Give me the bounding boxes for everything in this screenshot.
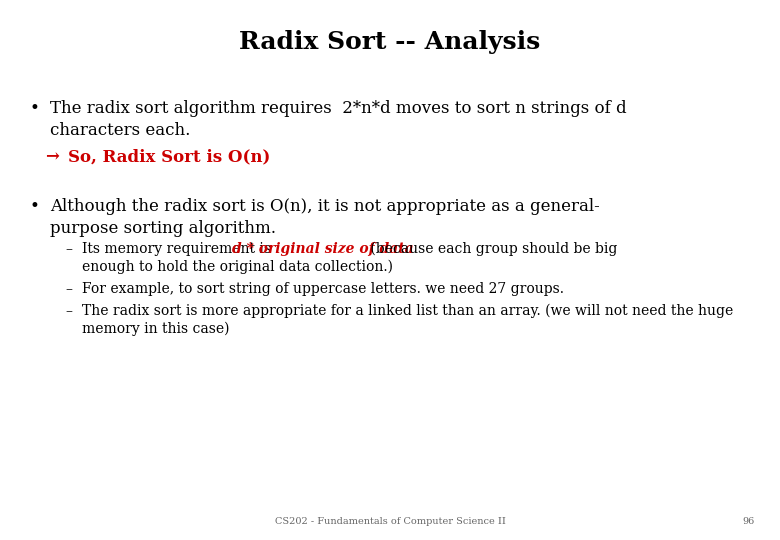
Text: CS202 - Fundamentals of Computer Science II: CS202 - Fundamentals of Computer Science…	[275, 517, 505, 526]
Text: –: –	[65, 242, 72, 256]
Text: Its memory requirement is: Its memory requirement is	[82, 242, 284, 256]
Text: The radix sort algorithm requires  2*n*d moves to sort n strings of d: The radix sort algorithm requires 2*n*d …	[50, 100, 626, 117]
Text: –: –	[65, 282, 72, 296]
Text: d * original size of data: d * original size of data	[232, 242, 413, 256]
Text: Radix Sort -- Analysis: Radix Sort -- Analysis	[239, 30, 541, 54]
Text: purpose sorting algorithm.: purpose sorting algorithm.	[50, 220, 276, 237]
Text: •: •	[30, 100, 40, 117]
Text: Although the radix sort is O(n), it is not appropriate as a general-: Although the radix sort is O(n), it is n…	[50, 198, 600, 215]
Text: 96: 96	[743, 517, 755, 526]
Text: •: •	[30, 198, 40, 215]
Text: memory in this case): memory in this case)	[82, 322, 229, 336]
Text: So, Radix Sort is O(n): So, Radix Sort is O(n)	[68, 148, 271, 165]
Text: →: →	[45, 148, 58, 165]
Text: –: –	[65, 304, 72, 318]
Text: (because each group should be big: (because each group should be big	[366, 242, 617, 256]
Text: characters each.: characters each.	[50, 122, 190, 139]
Text: enough to hold the original data collection.): enough to hold the original data collect…	[82, 260, 393, 274]
Text: The radix sort is more appropriate for a linked list than an array. (we will not: The radix sort is more appropriate for a…	[82, 304, 733, 319]
Text: For example, to sort string of uppercase letters. we need 27 groups.: For example, to sort string of uppercase…	[82, 282, 564, 296]
